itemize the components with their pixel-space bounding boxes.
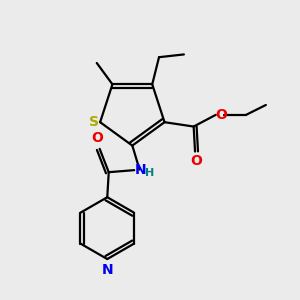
Text: H: H bbox=[145, 168, 154, 178]
Text: S: S bbox=[89, 115, 99, 129]
Text: O: O bbox=[92, 131, 103, 145]
Text: N: N bbox=[135, 163, 147, 177]
Text: O: O bbox=[215, 108, 227, 122]
Text: O: O bbox=[190, 154, 202, 169]
Text: N: N bbox=[101, 262, 113, 277]
